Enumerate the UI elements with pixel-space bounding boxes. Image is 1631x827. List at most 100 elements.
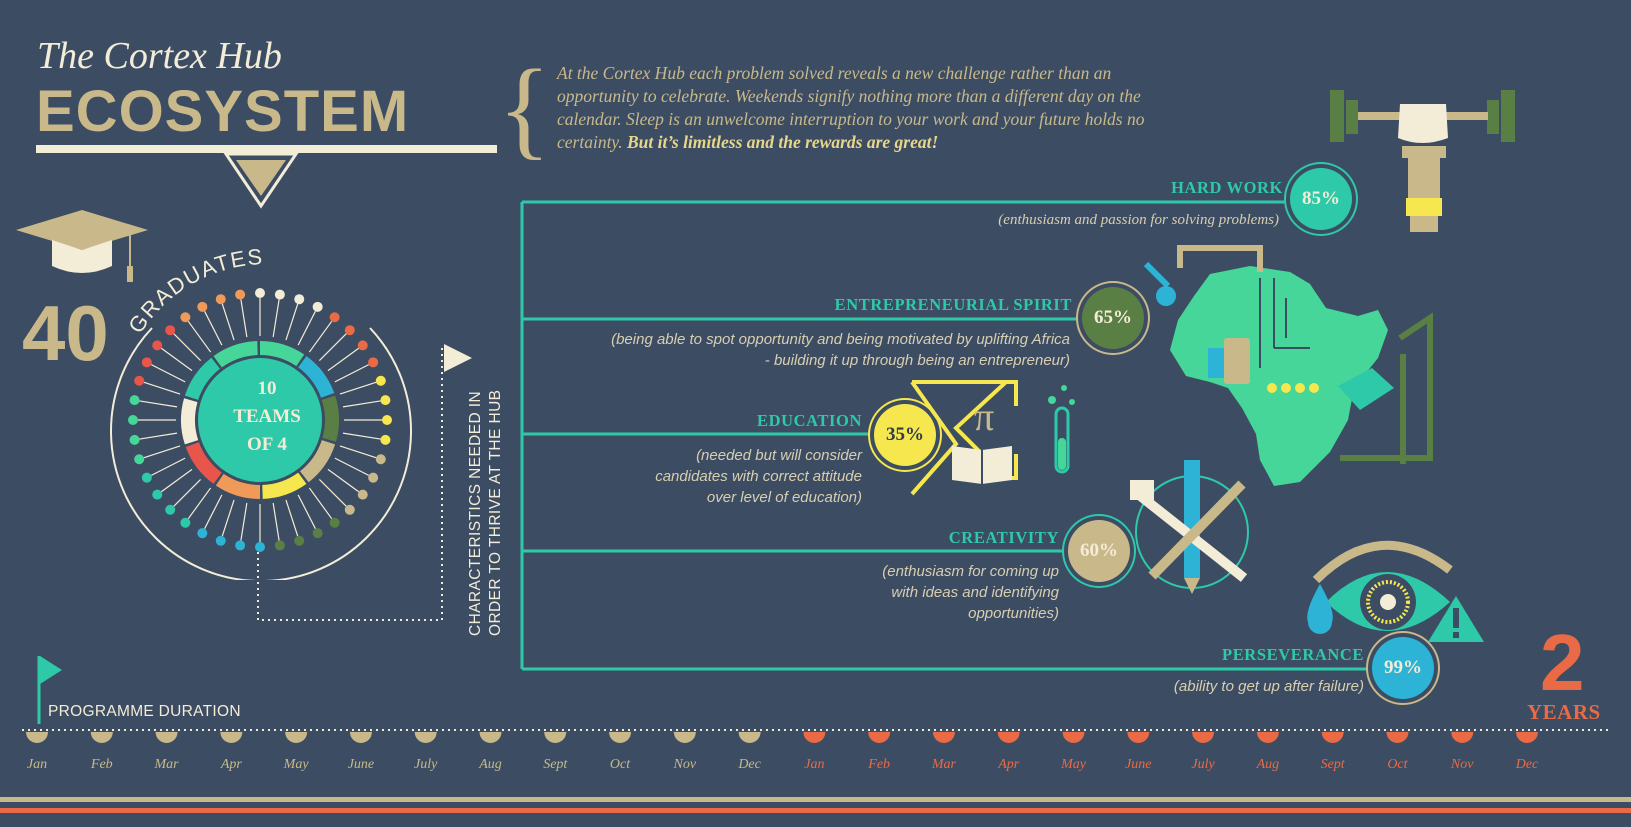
- bottom-stripe-orange: [0, 808, 1631, 813]
- team-segment: [181, 398, 199, 445]
- month-label: Oct: [1387, 757, 1408, 772]
- graduate-spoke: [240, 502, 248, 541]
- month-marker: [349, 732, 372, 743]
- wheel-outer-ring: [110, 327, 412, 580]
- graduate-spoke: [327, 347, 360, 372]
- month-marker: [868, 732, 891, 743]
- sigma-pi-icon: π: [910, 380, 1075, 496]
- down-triangle-icon: [223, 152, 299, 209]
- teams-center: [198, 358, 322, 482]
- timeline: [22, 729, 1610, 743]
- month-label: Jan: [804, 757, 825, 772]
- graduate-spoke: [173, 333, 202, 362]
- graduate-dot: [368, 472, 379, 483]
- graduate-dot: [382, 415, 392, 425]
- graduate-dot: [197, 528, 208, 539]
- graduate-spoke: [151, 457, 186, 476]
- month-label: Feb: [868, 757, 891, 772]
- teams-count: 10: [257, 378, 277, 399]
- graduate-dot: [152, 340, 163, 351]
- intro-text: At the Cortex Hub each problem solved re…: [557, 63, 1145, 152]
- graduate-spoke: [342, 432, 381, 440]
- month-marker: [1451, 732, 1474, 743]
- graduate-spoke: [143, 445, 181, 459]
- graduate-spoke: [240, 299, 248, 338]
- graduate-spoke: [285, 499, 299, 537]
- graduate-spoke: [297, 494, 316, 529]
- duration-number: 2: [1540, 618, 1585, 707]
- month-marker: [414, 732, 437, 743]
- month-marker: [26, 732, 48, 743]
- month-label: June: [1125, 757, 1152, 772]
- dumbbell-icon: [1330, 90, 1515, 232]
- month-marker: [220, 732, 243, 743]
- char-name-creativity: CREATIVITY: [948, 528, 1059, 547]
- graduate-dot: [294, 535, 305, 546]
- team-segment: [215, 473, 261, 499]
- char-name-entrepreneurial: ENTREPRENEURIAL SPIRIT: [834, 295, 1072, 314]
- graduate-dot: [215, 294, 226, 305]
- graduate-dot: [141, 472, 152, 483]
- graduate-dot: [134, 375, 145, 386]
- graduate-spoke: [204, 494, 223, 529]
- graduate-spoke: [139, 432, 178, 440]
- badge-creativity: 60%: [1068, 520, 1130, 582]
- graduate-dot: [294, 294, 305, 305]
- month-label: Apr: [220, 757, 242, 772]
- graduate-spoke: [272, 299, 280, 338]
- graduate-dot: [215, 535, 226, 546]
- month-label: May: [283, 757, 309, 772]
- month-marker: [1386, 732, 1409, 743]
- graduate-dot: [380, 395, 391, 406]
- graduate-spoke: [285, 303, 299, 341]
- africa-circuit-icon: [1143, 245, 1433, 486]
- graduate-spoke: [297, 311, 316, 346]
- graduate-spoke: [272, 502, 280, 541]
- graduate-dot: [141, 357, 152, 368]
- teams-label: 10 TEAMS OF 4: [200, 375, 334, 459]
- graduate-dot: [255, 542, 265, 552]
- graduate-dot: [274, 540, 285, 551]
- team-segment: [321, 395, 339, 442]
- duration-unit: YEARS: [1527, 700, 1601, 724]
- graduate-spoke: [160, 347, 193, 372]
- graduate-spoke: [327, 468, 360, 493]
- month-label: June: [347, 757, 375, 772]
- month-label: Dec: [738, 757, 761, 772]
- month-marker: [738, 732, 761, 743]
- graduate-spoke: [204, 311, 223, 346]
- title-line1: The Cortex Hub: [37, 35, 282, 77]
- teams-size: OF 4: [247, 434, 287, 455]
- graduate-dot: [344, 325, 355, 336]
- team-segment: [185, 441, 222, 484]
- graduate-spoke: [318, 333, 347, 362]
- graduate-dot: [129, 395, 140, 406]
- graduate-dot: [129, 434, 140, 445]
- month-marker: [155, 732, 178, 743]
- month-marker: [285, 732, 308, 743]
- month-label: Sept: [543, 757, 568, 772]
- graduate-spoke: [187, 320, 212, 353]
- month-label: Aug: [479, 757, 502, 772]
- month-label: Dec: [1515, 757, 1539, 772]
- graduate-dot: [180, 312, 191, 323]
- graduate-dot: [128, 415, 138, 425]
- graduate-dot: [274, 289, 285, 300]
- title-underline: [36, 145, 497, 153]
- teams-word: TEAMS: [233, 406, 301, 427]
- graduate-dot: [329, 312, 340, 323]
- char-name-perseverance: PERSEVERANCE: [1222, 645, 1364, 664]
- team-segment: [213, 341, 258, 368]
- char-desc-education: (needed but will consider candidates wit…: [655, 447, 862, 506]
- graduate-dot: [357, 340, 368, 351]
- month-marker: [1127, 732, 1150, 743]
- month-label: Jan: [26, 757, 48, 772]
- graduate-dot: [368, 357, 379, 368]
- graduate-dot: [375, 375, 386, 386]
- programme-duration-label: PROGRAMME DURATION: [48, 703, 241, 720]
- graduate-dot: [312, 528, 323, 539]
- graduate-spoke: [342, 400, 381, 408]
- flag-icon: [37, 656, 62, 724]
- graduate-dot: [197, 301, 208, 312]
